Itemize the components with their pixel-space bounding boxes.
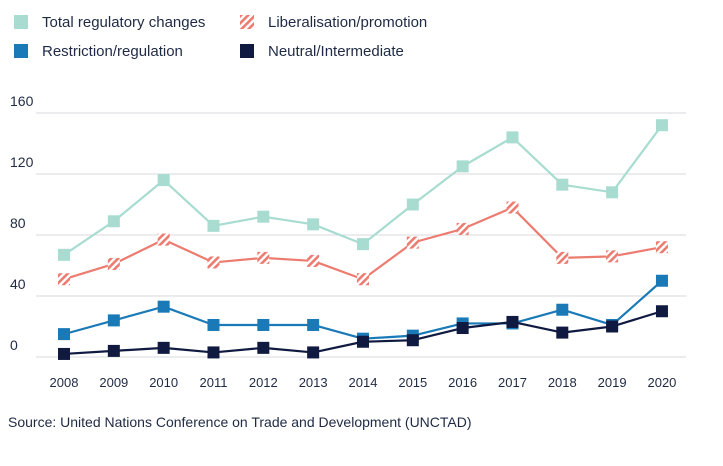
series-total-regulatory-changes (58, 119, 668, 261)
legend-swatch-liberalisation-promotion (240, 15, 254, 29)
data-point (456, 222, 469, 235)
data-point (506, 201, 519, 214)
data-point (58, 328, 70, 341)
x-tick-label: 2010 (149, 375, 178, 390)
y-tick-label: 0 (10, 337, 18, 353)
legend-swatch-neutral-intermediate (240, 44, 254, 58)
y-tick-label: 40 (10, 276, 26, 292)
data-point (556, 326, 569, 339)
data-point (556, 303, 569, 316)
data-point (257, 251, 270, 264)
x-tick-label: 2009 (99, 375, 128, 390)
data-point (207, 256, 220, 269)
data-point (257, 318, 270, 331)
x-tick-label: 2018 (548, 375, 577, 390)
data-point (58, 273, 70, 286)
data-point (107, 314, 120, 327)
data-point (307, 318, 320, 331)
data-point (107, 344, 120, 357)
data-point (556, 178, 569, 191)
data-point (307, 218, 320, 231)
data-point (606, 250, 619, 263)
x-tick-label: 2016 (448, 375, 477, 390)
x-tick-label: 2015 (398, 375, 427, 390)
data-point (356, 238, 369, 251)
data-point (456, 322, 469, 335)
chart-legend: Total regulatory changes Liberalisation/p… (14, 14, 427, 60)
x-tick-label: 2017 (498, 375, 527, 390)
x-axis-ticks: 2008 2009 2010 2011 2012 2013 2014 2015 2016 2017… (50, 375, 677, 390)
y-tick-label: 120 (10, 154, 34, 170)
data-point (356, 335, 369, 348)
data-point (307, 346, 320, 359)
data-point (257, 341, 270, 354)
data-point (655, 305, 668, 318)
data-point (107, 257, 120, 270)
data-point (58, 347, 70, 360)
x-tick-label: 2020 (647, 375, 676, 390)
data-point (406, 236, 419, 249)
data-point (655, 274, 668, 287)
data-point (456, 160, 469, 173)
source-note: Source: United Nations Conference on Tra… (8, 414, 472, 430)
data-point (207, 219, 220, 232)
data-point (506, 315, 519, 328)
line-chart: Total regulatory changes Liberalisation/p… (10, 14, 686, 390)
series-liberalisation-promotion (58, 201, 668, 286)
data-point (406, 334, 419, 347)
legend-label-neutral-intermediate: Neutral/Intermediate (268, 43, 404, 60)
x-tick-label: 2012 (249, 375, 278, 390)
data-point (157, 300, 170, 313)
gridlines (36, 112, 686, 358)
legend-label-restriction-regulation: Restriction/regulation (42, 43, 183, 60)
data-point (655, 119, 668, 132)
data-point (157, 341, 170, 354)
data-point (157, 174, 170, 187)
series-group (58, 119, 668, 360)
series-restriction-regulation (58, 274, 668, 345)
x-tick-label: 2013 (299, 375, 328, 390)
series-neutral-intermediate (58, 305, 668, 360)
data-point (58, 248, 70, 261)
legend-label-liberalisation-promotion: Liberalisation/promotion (268, 14, 427, 31)
data-point (556, 251, 569, 264)
x-tick-label: 2014 (349, 375, 378, 390)
data-point (606, 186, 619, 199)
data-point (356, 273, 369, 286)
y-tick-label: 160 (10, 93, 34, 109)
data-point (506, 131, 519, 144)
data-point (207, 318, 220, 331)
data-point (307, 254, 320, 267)
data-point (406, 198, 419, 211)
data-point (655, 241, 668, 254)
legend-swatch-total-regulatory-changes (14, 15, 28, 29)
series-line-restriction-regulation (63, 279, 663, 340)
legend-swatch-restriction-regulation (14, 44, 28, 58)
x-tick-label: 2008 (50, 375, 79, 390)
data-point (157, 233, 170, 246)
data-point (107, 215, 120, 228)
legend-label-total-regulatory-changes: Total regulatory changes (42, 14, 205, 31)
x-tick-label: 2019 (598, 375, 627, 390)
data-point (257, 210, 270, 223)
y-tick-label: 80 (10, 215, 26, 231)
y-axis-ticks: 160 120 80 40 0 (10, 93, 34, 353)
data-point (207, 346, 220, 359)
x-tick-label: 2011 (200, 375, 228, 390)
data-point (606, 320, 619, 333)
